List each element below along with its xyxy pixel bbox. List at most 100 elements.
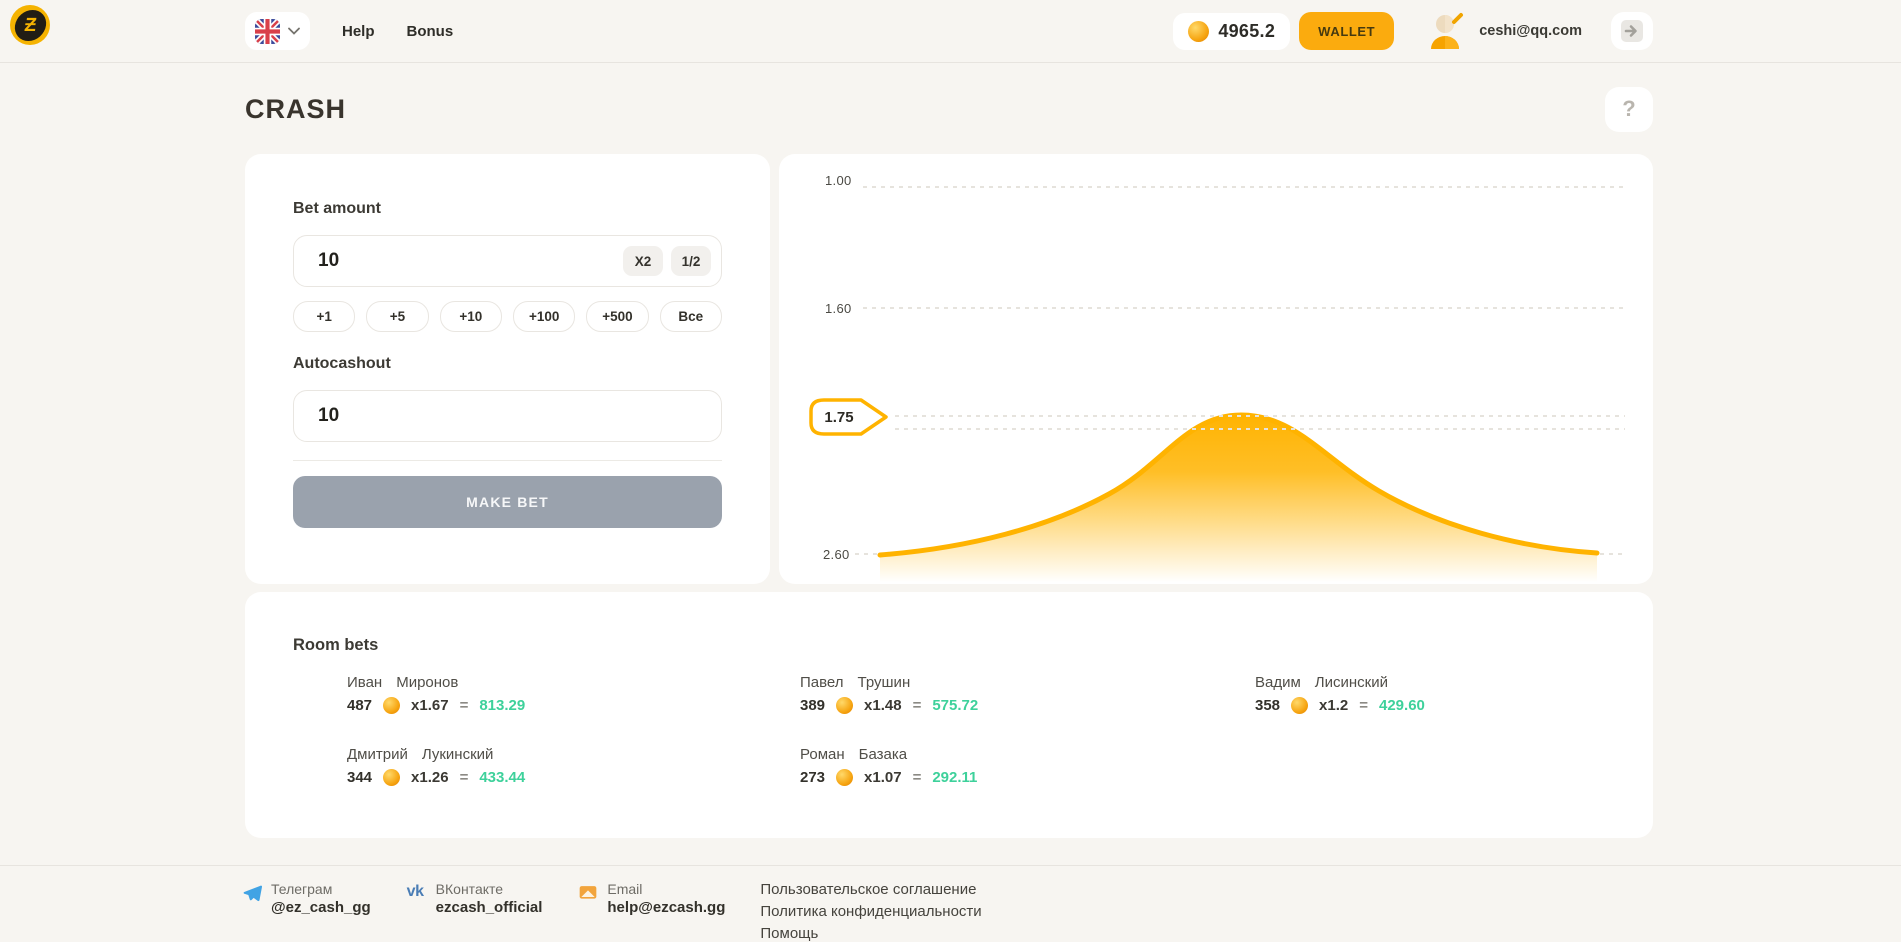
nav-help-link[interactable]: Help xyxy=(342,22,375,40)
game-help-button[interactable]: ? xyxy=(1605,86,1653,132)
bet-panel: Bet amount X2 1/2 +1 +5 +10 +100 +500 Вс… xyxy=(245,154,770,584)
telegram-icon xyxy=(243,885,263,902)
bet-amount: 273 xyxy=(800,769,826,786)
bet-panel-divider xyxy=(293,460,722,461)
autocashout-input[interactable] xyxy=(294,405,721,427)
bettor-first-name: Дмитрий xyxy=(347,746,408,763)
bet-multiplier: x1.2 xyxy=(1319,697,1349,714)
quick-add-100-button[interactable]: +100 xyxy=(512,301,576,332)
footer-telegram[interactable]: Телеграм @ez_cash_gg xyxy=(242,881,371,942)
bet-row: Дмитрий Лукинский 344 x1.26 = 433.44 xyxy=(347,746,800,786)
coin-icon xyxy=(383,769,401,786)
logout-button[interactable] xyxy=(1611,12,1653,50)
bettor-last-name: Лисинский xyxy=(1314,674,1389,691)
logout-arrow-icon xyxy=(1621,20,1643,42)
bet-win-amount: 429.60 xyxy=(1379,697,1425,714)
language-selector[interactable] xyxy=(245,12,310,50)
gridline-3 xyxy=(895,415,1625,417)
bet-amount-label: Bet amount xyxy=(293,200,381,217)
bettor-last-name: Лукинский xyxy=(421,746,494,763)
multiplier-badge-value: 1.75 xyxy=(824,408,854,426)
privacy-link[interactable]: Политика конфиденциальности xyxy=(760,903,982,920)
bettor-last-name: Базака xyxy=(858,746,908,763)
quick-bet-buttons: +1 +5 +10 +100 +500 Все xyxy=(293,301,722,332)
footer-vk[interactable]: vk ВКонтакте ezcash_official xyxy=(407,881,543,942)
bet-row: Иван Миронов 487 x1.67 = 813.29 xyxy=(347,674,800,714)
avatar-icon xyxy=(1431,13,1464,49)
quick-add-10-button[interactable]: +10 xyxy=(439,301,502,332)
quick-add-5-button[interactable]: +5 xyxy=(366,301,429,332)
equals-sign: = xyxy=(459,769,469,786)
coin-icon xyxy=(383,697,401,714)
bet-amount: 344 xyxy=(347,769,373,786)
y-tick-2: 1.60 xyxy=(825,301,852,316)
bet-win-amount: 292.11 xyxy=(932,769,978,786)
multiplier-badge-shape xyxy=(809,398,888,436)
bet-amount: 389 xyxy=(800,697,826,714)
bettor-first-name: Иван xyxy=(347,674,383,691)
bet-multiplier: x1.07 xyxy=(864,769,902,786)
balance-pill: 4965.2 xyxy=(1173,12,1291,50)
baseline-dash-left xyxy=(855,553,880,555)
gridline-2 xyxy=(863,307,1625,309)
y-tick-3: 2.60 xyxy=(823,547,850,562)
bet-row: Роман Базака 273 x1.07 = 292.11 xyxy=(800,746,1255,786)
autocashout-label: Autocashout xyxy=(293,355,391,372)
quick-add-1-button[interactable]: +1 xyxy=(293,301,356,332)
nav-bonus-link[interactable]: Bonus xyxy=(406,22,454,40)
equals-sign: = xyxy=(459,697,469,714)
bettor-last-name: Миронов xyxy=(396,674,459,691)
equals-sign: = xyxy=(912,697,922,714)
bet-win-amount: 813.29 xyxy=(479,697,526,714)
email-icon xyxy=(580,886,597,899)
bettor-first-name: Вадим xyxy=(1255,674,1301,691)
vk-icon: vk xyxy=(406,883,424,900)
bet-row: Павел Трушин 389 x1.48 = 575.72 xyxy=(800,674,1255,714)
bet-win-amount: 433.44 xyxy=(479,769,526,786)
room-bets-list: Иван Миронов 487 x1.67 = 813.29 Павел Тр… xyxy=(347,674,1605,786)
footer-email[interactable]: Email help@ezcash.gg xyxy=(578,881,725,942)
half-bet-button[interactable]: 1/2 xyxy=(671,246,711,276)
vk-handle: ezcash_official xyxy=(435,899,543,916)
ezcash-logo[interactable]: Ƶ xyxy=(10,5,50,45)
room-bets-panel: Room bets Иван Миронов 487 x1.67 = 813.2… xyxy=(245,592,1653,838)
page-title: CRASH xyxy=(245,93,347,124)
bet-amount: 358 xyxy=(1255,697,1281,714)
terms-link[interactable]: Пользовательское соглашение xyxy=(760,881,977,898)
bettor-last-name: Трушин xyxy=(857,674,911,691)
email-label: Email xyxy=(607,881,643,897)
double-bet-button[interactable]: X2 xyxy=(623,246,663,276)
quick-all-button[interactable]: Все xyxy=(659,301,722,332)
ezcash-logo-glyph: Ƶ xyxy=(12,9,48,41)
quick-add-500-button[interactable]: +500 xyxy=(586,301,649,332)
room-bets-title: Room bets xyxy=(293,636,379,654)
main-content: CRASH ? Bet amount X2 1/2 +1 +5 +10 +100… xyxy=(0,85,1901,838)
telegram-handle: @ez_cash_gg xyxy=(271,899,371,916)
telegram-label: Телеграм xyxy=(271,881,333,897)
chevron-down-icon xyxy=(288,27,300,35)
coin-icon xyxy=(1291,697,1309,714)
balance-amount: 4965.2 xyxy=(1218,20,1276,41)
multiplier-badge: 1.75 xyxy=(808,397,890,437)
equals-sign: = xyxy=(912,769,922,786)
bettor-first-name: Павел xyxy=(800,674,844,691)
uk-flag-icon xyxy=(255,18,280,44)
gridline-4 xyxy=(895,428,1625,430)
bet-multiplier: x1.67 xyxy=(411,697,449,714)
wallet-button[interactable]: WALLET xyxy=(1299,12,1395,50)
bet-win-amount: 575.72 xyxy=(932,697,979,714)
footer-links: Пользовательское соглашение Политика кон… xyxy=(760,881,981,942)
user-avatar[interactable] xyxy=(1428,11,1466,51)
coin-icon xyxy=(836,697,854,714)
user-email: ceshi@qq.com xyxy=(1479,23,1582,39)
gridline-1 xyxy=(863,186,1625,188)
coin-icon xyxy=(836,769,854,786)
bet-amount: 487 xyxy=(347,697,373,714)
bet-amount-input[interactable] xyxy=(294,250,721,272)
autocashout-field xyxy=(293,390,722,442)
email-handle: help@ezcash.gg xyxy=(607,899,726,916)
make-bet-button[interactable]: MAKE BET xyxy=(293,476,722,528)
baseline-dash-right xyxy=(1600,553,1625,555)
coin-icon xyxy=(1188,20,1210,42)
bet-amount-field: X2 1/2 xyxy=(293,235,722,287)
